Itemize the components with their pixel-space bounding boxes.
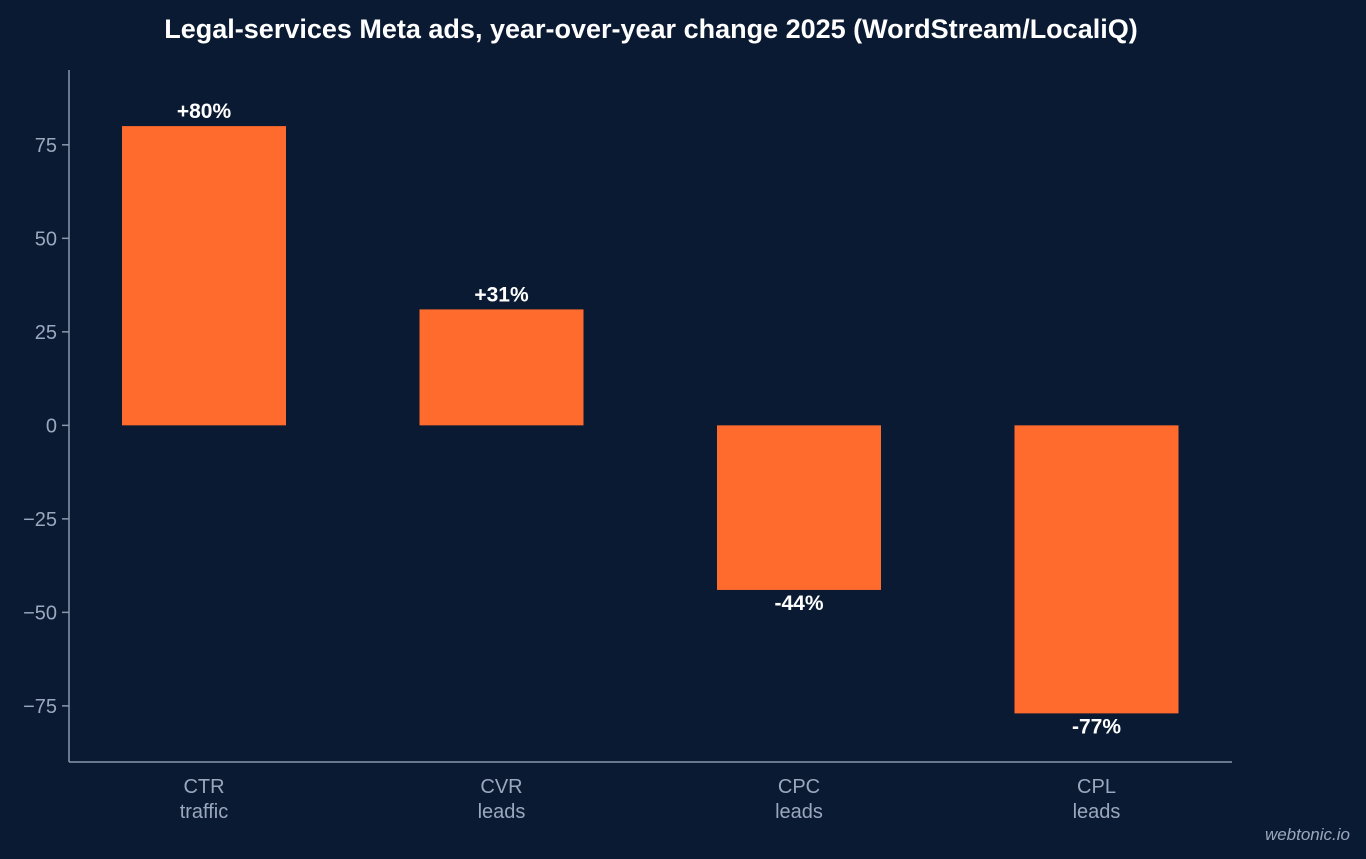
x-tick-sublabel-cpc: leads bbox=[775, 801, 823, 823]
y-tick-label: 0 bbox=[46, 415, 57, 437]
chart-title: Legal-services Meta ads, year-over-year … bbox=[164, 14, 1137, 44]
y-axis-ticks: 75 50 25 0 −25 −50 −75 bbox=[23, 135, 69, 718]
data-label-cvr: +31% bbox=[474, 283, 529, 306]
x-tick-label-ctr: CTR bbox=[183, 776, 224, 798]
bars-group bbox=[122, 126, 1179, 714]
data-label-ctr: +80% bbox=[177, 100, 232, 123]
x-tick-sublabel-cpl: leads bbox=[1073, 801, 1121, 823]
y-tick-label: 25 bbox=[35, 322, 57, 344]
data-label-cpc: -44% bbox=[774, 592, 823, 615]
x-tick-sublabel-cvr: leads bbox=[478, 801, 526, 823]
data-labels-group: +80% +31% -44% -77% bbox=[177, 100, 1121, 738]
data-label-cpl: -77% bbox=[1072, 715, 1121, 738]
x-tick-label-cpl: CPL bbox=[1077, 776, 1116, 798]
x-tick-sublabel-ctr: traffic bbox=[180, 801, 229, 823]
x-tick-label-cpc: CPC bbox=[778, 776, 820, 798]
x-tick-label-cvr: CVR bbox=[480, 776, 522, 798]
y-tick-label: −75 bbox=[23, 696, 57, 718]
watermark-text: webtonic.io bbox=[1265, 825, 1350, 844]
bar-cpc bbox=[717, 425, 881, 590]
y-tick-label: 75 bbox=[35, 135, 57, 157]
bar-cvr bbox=[419, 309, 584, 426]
x-axis-labels: CTR traffic CVR leads CPC leads CPL leads bbox=[180, 776, 1121, 823]
bar-cpl bbox=[1014, 425, 1179, 714]
y-tick-label: −25 bbox=[23, 509, 57, 531]
bar-ctr bbox=[122, 126, 286, 426]
y-tick-label: −50 bbox=[23, 602, 57, 624]
y-tick-label: 50 bbox=[35, 228, 57, 250]
